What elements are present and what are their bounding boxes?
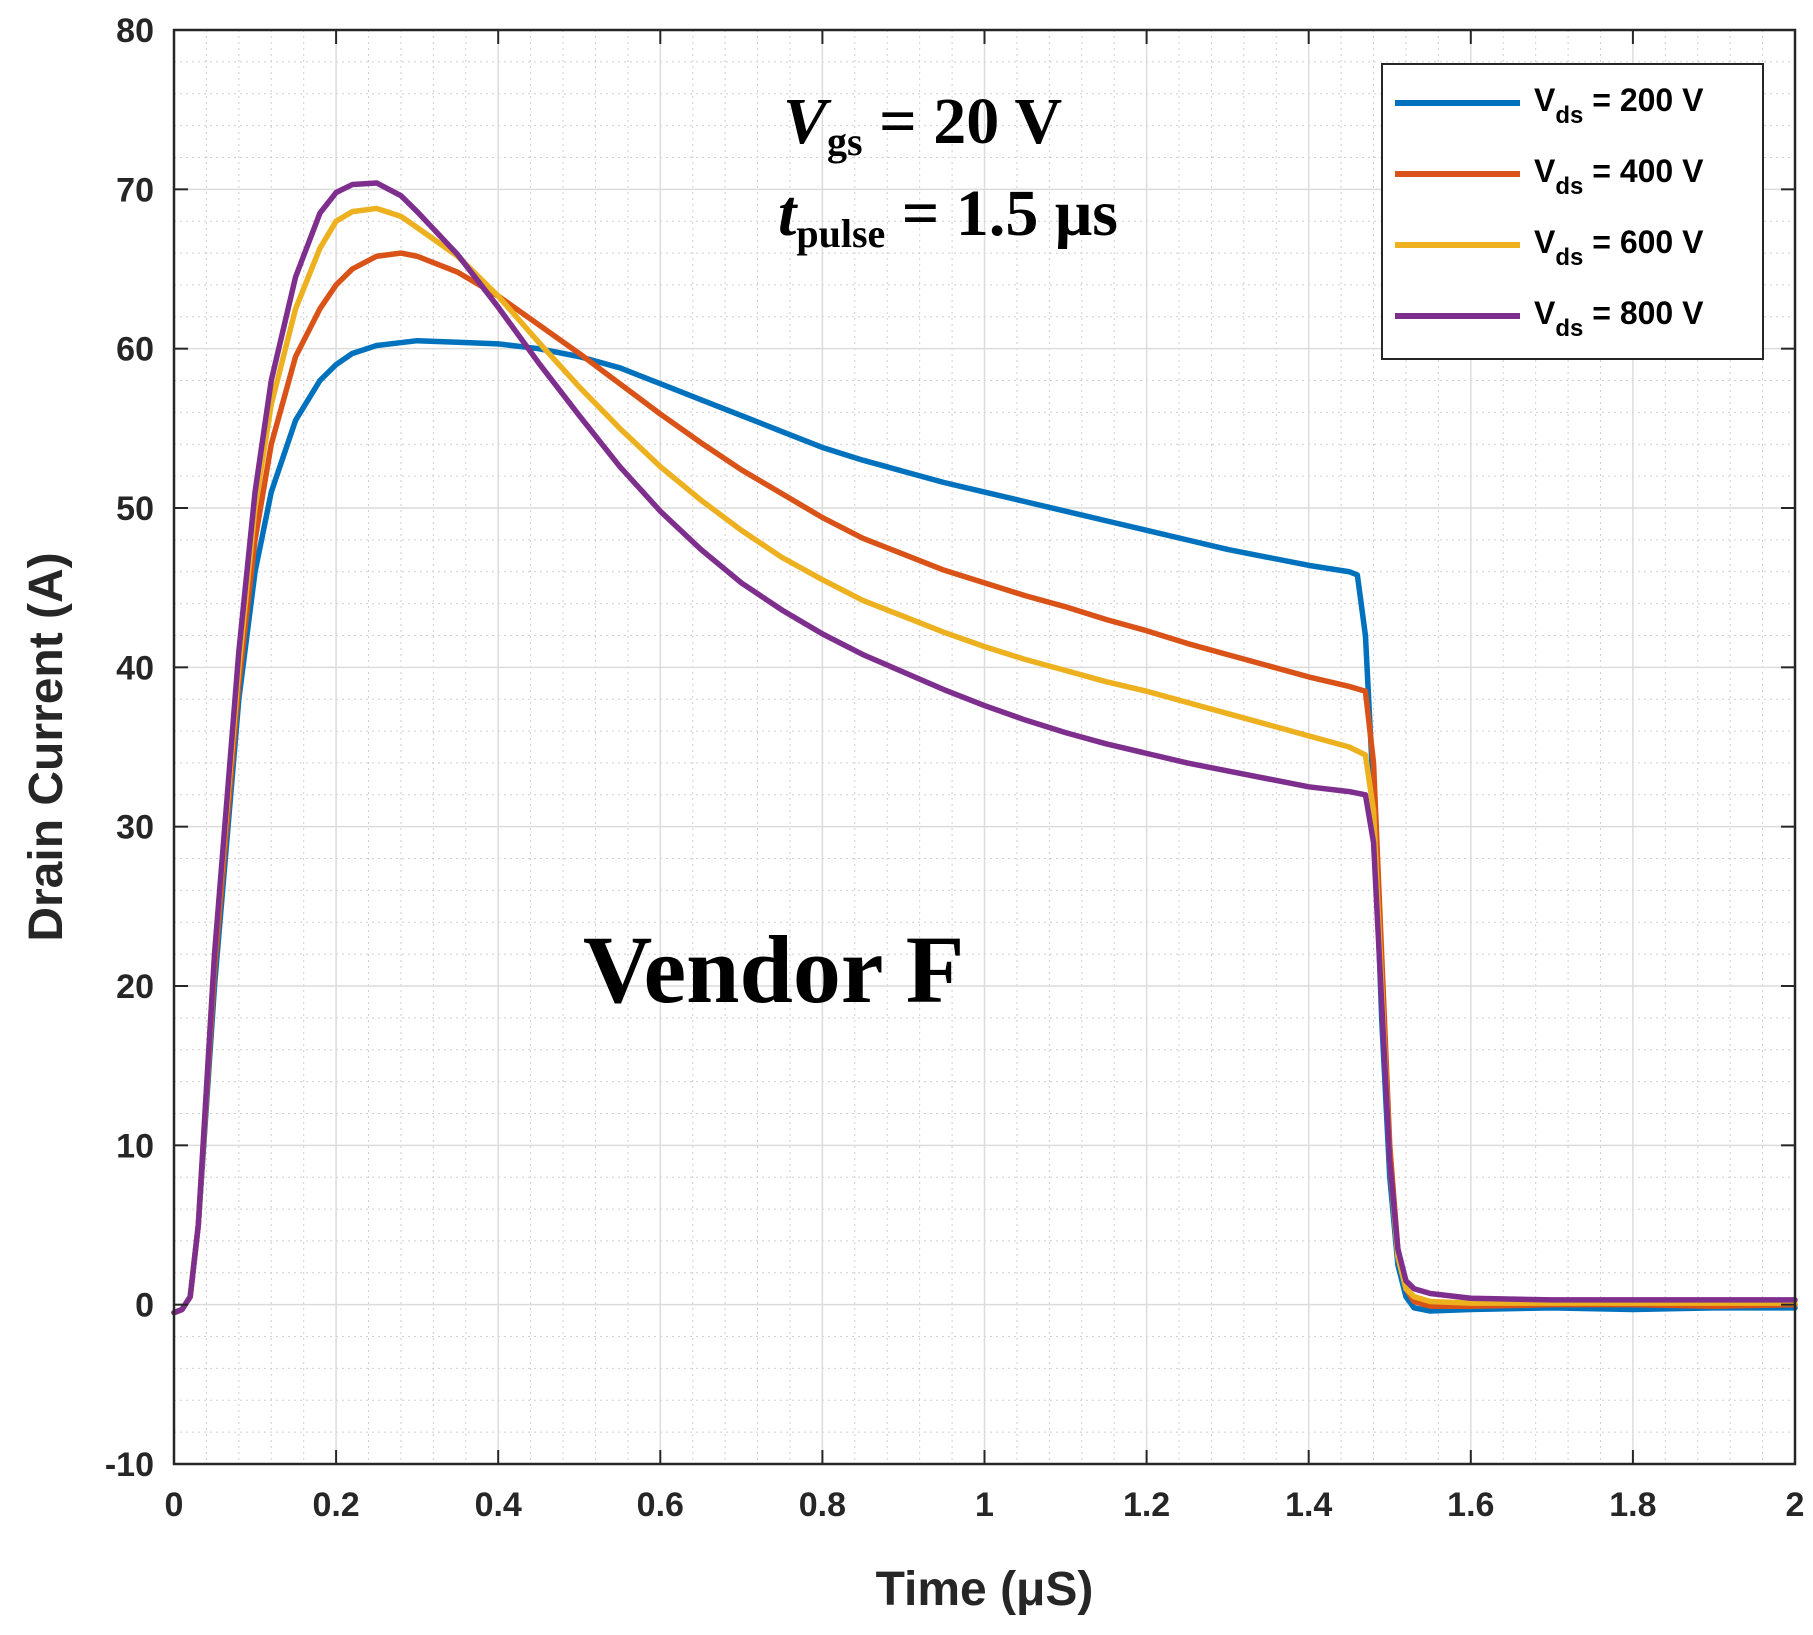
x-tick-label: 0.6 [637, 1486, 684, 1524]
legend-label-value: = 600 V [1583, 224, 1704, 260]
x-tick-label: 0.8 [799, 1486, 846, 1524]
x-tick-label: 1.4 [1285, 1486, 1332, 1524]
legend-label-prefix: V [1534, 153, 1556, 189]
x-tick-label: 2 [1786, 1486, 1805, 1524]
annotation-vgs: Vgs = 20 V [783, 85, 1062, 164]
y-tick-label: -10 [105, 1446, 154, 1484]
y-tick-label: 20 [116, 968, 154, 1006]
legend-label-sub: ds [1555, 102, 1583, 129]
legend-label-sub: ds [1555, 173, 1583, 200]
y-tick-label: 70 [116, 171, 154, 209]
y-axis-ticks: -10 0 10 20 30 40 50 60 70 80 [105, 12, 1795, 1484]
series-layer [171, 180, 1798, 1316]
annotation-tpulse-sub: pulse [796, 211, 885, 256]
y-axis-label: Drain Current (A) [20, 552, 73, 941]
series-line-4 [171, 180, 1798, 1316]
x-tick-label: 1 [975, 1486, 994, 1524]
x-tick-label: 1.6 [1447, 1486, 1494, 1524]
x-tick-label: 0.2 [312, 1486, 359, 1524]
legend-label-sub: ds [1555, 315, 1583, 342]
x-tick-label: 0.4 [475, 1486, 522, 1524]
annotation-vgs-sub: gs [827, 119, 863, 164]
y-tick-label: 10 [116, 1127, 154, 1165]
x-tick-label: 1.2 [1123, 1486, 1170, 1524]
annotation-tpulse-value: = 1.5 μs [885, 177, 1118, 250]
legend-box [1381, 63, 1764, 360]
x-tick-label: 1.8 [1609, 1486, 1656, 1524]
annotation-tpulse: tpulse = 1.5 μs [778, 177, 1118, 256]
y-tick-label: 50 [116, 490, 154, 528]
y-tick-label: 60 [116, 331, 154, 369]
legend-label-3: Vds = 600 V [1534, 224, 1704, 271]
legend-label-value: = 800 V [1583, 295, 1704, 331]
legend-label-prefix: V [1534, 82, 1556, 118]
annotation-vgs-symbol: V [783, 85, 832, 158]
legend-label-sub: ds [1555, 244, 1583, 271]
legend-label-value: = 400 V [1583, 153, 1704, 189]
x-axis-ticks: 0 0.2 0.4 0.6 0.8 1 1.2 1.4 1.6 1.8 2 [165, 30, 1805, 1524]
legend-label-prefix: V [1534, 224, 1556, 260]
annotation-tpulse-symbol: t [778, 177, 798, 250]
y-tick-label: 30 [116, 809, 154, 847]
legend-label-prefix: V [1534, 295, 1556, 331]
annotation-vendor: Vendor F [583, 916, 964, 1023]
legend-label-1: Vds = 200 V [1534, 82, 1704, 129]
y-tick-label: 40 [116, 649, 154, 687]
annotation-vgs-value: = 20 V [863, 85, 1063, 158]
x-axis-label: Time (μS) [876, 1563, 1094, 1616]
x-tick-label: 0 [165, 1486, 184, 1524]
legend-label-2: Vds = 400 V [1534, 153, 1704, 200]
y-tick-label: 0 [135, 1287, 154, 1325]
y-tick-label: 80 [116, 12, 154, 50]
legend-label-value: = 200 V [1583, 82, 1704, 118]
legend-label-4: Vds = 800 V [1534, 295, 1704, 342]
